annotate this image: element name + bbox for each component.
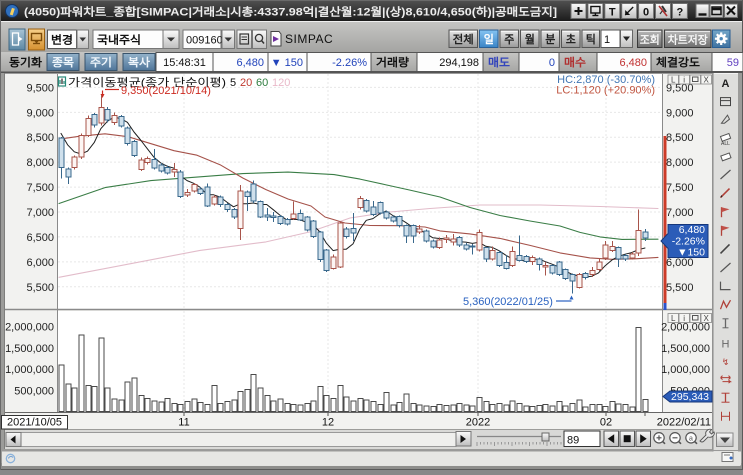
svg-text:H: H bbox=[722, 338, 730, 350]
svg-text:60: 60 bbox=[256, 77, 268, 89]
svg-text:전체: 전체 bbox=[453, 32, 474, 46]
svg-text:분: 분 bbox=[545, 33, 555, 46]
svg-text:a: a bbox=[689, 435, 693, 442]
svg-text:8,000: 8,000 bbox=[666, 157, 694, 169]
svg-text:9,350(2021/10/14): 9,350(2021/10/14) bbox=[121, 85, 211, 97]
svg-text:월: 월 bbox=[525, 32, 535, 46]
svg-text:7,500: 7,500 bbox=[666, 182, 694, 194]
svg-text:LC:1,120 (+20.90%): LC:1,120 (+20.90%) bbox=[556, 85, 655, 97]
svg-text:0: 0 bbox=[549, 57, 555, 69]
svg-text:294,198: 294,198 bbox=[439, 57, 479, 69]
svg-text:295,343: 295,343 bbox=[671, 391, 709, 403]
svg-text:매도: 매도 bbox=[488, 55, 510, 69]
svg-text:7,500: 7,500 bbox=[26, 182, 54, 194]
svg-text:59: 59 bbox=[727, 57, 739, 69]
svg-text:변경: 변경 bbox=[51, 33, 73, 47]
svg-text:9,000: 9,000 bbox=[666, 107, 694, 119]
svg-text:1: 1 bbox=[604, 34, 610, 46]
svg-text:12: 12 bbox=[322, 417, 334, 429]
svg-text:9,500: 9,500 bbox=[666, 82, 694, 94]
svg-text:500,000: 500,000 bbox=[14, 386, 54, 398]
svg-text:차트저장: 차트저장 bbox=[668, 33, 708, 47]
svg-text:5,500: 5,500 bbox=[666, 282, 694, 294]
svg-text:↯: ↯ bbox=[722, 357, 730, 367]
svg-text:6,000: 6,000 bbox=[26, 257, 54, 269]
svg-text:ALL: ALL bbox=[721, 141, 730, 147]
svg-text:틱: 틱 bbox=[586, 32, 596, 46]
svg-text:120: 120 bbox=[272, 77, 290, 89]
svg-text:종목: 종목 bbox=[52, 56, 74, 69]
svg-text:6,480: 6,480 bbox=[236, 57, 264, 69]
svg-text:L: L bbox=[671, 314, 676, 323]
svg-text:2,000,000: 2,000,000 bbox=[5, 321, 54, 333]
svg-text:7,000: 7,000 bbox=[26, 207, 54, 219]
svg-text:6,480: 6,480 bbox=[619, 57, 647, 69]
svg-text:8,500: 8,500 bbox=[666, 132, 694, 144]
svg-text:5,360(2022/01/25): 5,360(2022/01/25) bbox=[463, 296, 553, 308]
svg-text:체결강도: 체결강도 bbox=[656, 55, 700, 69]
svg-text:2022/02/11: 2022/02/11 bbox=[657, 417, 711, 429]
svg-text:02: 02 bbox=[600, 417, 612, 429]
svg-text:-2.26%: -2.26% bbox=[332, 57, 367, 69]
svg-text:X: X bbox=[704, 314, 710, 323]
svg-text:11: 11 bbox=[178, 417, 189, 429]
svg-text:5: 5 bbox=[230, 77, 236, 89]
svg-text:0: 0 bbox=[643, 7, 649, 19]
svg-text:6,480: 6,480 bbox=[679, 224, 705, 236]
svg-text:20: 20 bbox=[240, 77, 252, 89]
svg-text:7,000: 7,000 bbox=[666, 207, 694, 219]
svg-text:A: A bbox=[722, 78, 730, 90]
svg-text:국내주식: 국내주식 bbox=[97, 33, 141, 47]
svg-text:1,000,000: 1,000,000 bbox=[5, 364, 54, 376]
svg-text:9,000: 9,000 bbox=[26, 107, 54, 119]
svg-text:주: 주 bbox=[504, 33, 514, 46]
svg-text:X: X bbox=[704, 76, 710, 85]
svg-text:8,000: 8,000 bbox=[26, 157, 54, 169]
svg-text:복사: 복사 bbox=[128, 55, 151, 69]
svg-text:일: 일 bbox=[484, 32, 494, 46]
svg-text:5,500: 5,500 bbox=[26, 282, 54, 294]
svg-text:T: T bbox=[609, 7, 616, 19]
svg-text:i: i bbox=[683, 314, 685, 323]
svg-text:8,500: 8,500 bbox=[26, 132, 54, 144]
svg-text:1,000,000: 1,000,000 bbox=[661, 364, 710, 376]
svg-text:HC:2,870 (-30.70%): HC:2,870 (-30.70%) bbox=[557, 74, 655, 86]
svg-text:15:48:31: 15:48:31 bbox=[163, 57, 206, 69]
svg-text:-2.26%: -2.26% bbox=[672, 236, 705, 248]
svg-text:▼ 150: ▼ 150 bbox=[271, 57, 303, 69]
svg-text:(4050)파워차트_종합[SIMPAC|거래소|시총:43: (4050)파워차트_종합[SIMPAC|거래소|시총:4337.98억|결산월… bbox=[24, 5, 557, 19]
svg-text:2,000,000: 2,000,000 bbox=[661, 321, 710, 333]
svg-text:1,500,000: 1,500,000 bbox=[661, 343, 710, 355]
svg-text:9,500: 9,500 bbox=[26, 82, 54, 94]
svg-text:6,500: 6,500 bbox=[26, 232, 54, 244]
svg-text:2021/10/05: 2021/10/05 bbox=[7, 417, 62, 429]
svg-text:▼150: ▼150 bbox=[677, 247, 705, 259]
svg-text:초: 초 bbox=[566, 33, 576, 46]
svg-text:009160: 009160 bbox=[186, 35, 223, 47]
svg-text:?: ? bbox=[677, 7, 684, 19]
svg-text:가격이동평균(종가 단순이평): 가격이동평균(종가 단순이평) bbox=[68, 76, 226, 89]
svg-text:L: L bbox=[671, 76, 676, 85]
svg-text:i: i bbox=[683, 76, 685, 85]
svg-text:동기화: 동기화 bbox=[9, 55, 42, 69]
svg-text:2022: 2022 bbox=[466, 417, 490, 429]
svg-text:거래량: 거래량 bbox=[376, 55, 409, 69]
svg-text:6,000: 6,000 bbox=[666, 257, 694, 269]
svg-text:1,500,000: 1,500,000 bbox=[5, 343, 54, 355]
svg-text:조회: 조회 bbox=[640, 33, 660, 47]
svg-text:SIMPAC: SIMPAC bbox=[285, 32, 333, 46]
svg-text:89: 89 bbox=[567, 435, 579, 447]
svg-text:주기: 주기 bbox=[90, 55, 112, 69]
svg-text:매수: 매수 bbox=[564, 55, 586, 69]
